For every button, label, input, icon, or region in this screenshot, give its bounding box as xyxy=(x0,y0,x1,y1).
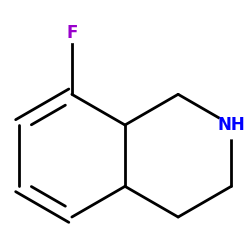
Text: NH: NH xyxy=(218,116,245,134)
Text: F: F xyxy=(66,24,78,42)
